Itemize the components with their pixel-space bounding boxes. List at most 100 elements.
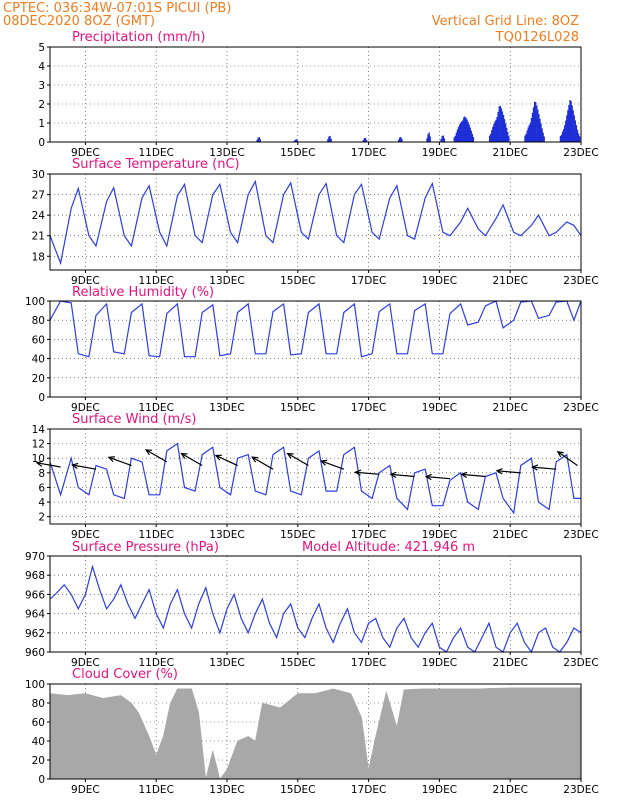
wind-vector-shaft: [532, 466, 557, 470]
y-tick-label: 10: [32, 453, 45, 465]
x-tick-label: 13DEC: [209, 657, 244, 669]
precip-bar: [329, 135, 331, 142]
y-tick-label: 4: [38, 61, 45, 73]
x-tick-label: 9DEC: [71, 529, 100, 541]
x-tick-label: 21DEC: [492, 402, 527, 414]
x-tick-label: 15DEC: [280, 529, 315, 541]
panel-humidity: Relative Humidity (%) 0 20 40 60 80 100 9DEC 11…: [25, 285, 599, 414]
y-tick-label: 100: [25, 679, 45, 691]
plot-frame: [49, 428, 582, 525]
precip-bar: [293, 140, 295, 142]
model-altitude-label: Model Altitude: 421.946 m: [302, 540, 475, 555]
x-tick-label: 11DEC: [138, 147, 173, 159]
wind-vector-head: [214, 454, 222, 461]
x-tick-label: 17DEC: [351, 784, 386, 796]
wind-vector-head: [424, 473, 432, 481]
precip-bar: [503, 119, 506, 142]
x-tick-label: 9DEC: [71, 657, 100, 669]
station-label: CPTEC: 036:34W-07:01S PICUI (PB): [3, 1, 231, 16]
panel-title: Surface Pressure (hPa): [72, 540, 219, 555]
x-tick-label: 15DEC: [280, 275, 315, 287]
precip-bar: [577, 133, 580, 142]
wind-vector-shaft: [390, 473, 415, 478]
y-tick-label: 5: [38, 42, 45, 54]
precip-bar: [462, 120, 464, 142]
precip-bar: [528, 124, 531, 142]
x-tick-label: 19DEC: [422, 275, 457, 287]
series-line: [49, 300, 582, 358]
wind-vector-arrow: [251, 456, 274, 470]
y-tick-label: 966: [25, 589, 45, 601]
wind-vector-shaft: [215, 454, 238, 467]
precip-bar: [529, 122, 532, 142]
wind-vector-shaft: [496, 470, 521, 474]
wind-vector-head: [286, 452, 294, 459]
x-tick-label: 19DEC: [422, 657, 457, 669]
wind-vector-head: [460, 471, 468, 478]
y-tick-label: 60: [32, 717, 45, 729]
precip-bar: [469, 127, 471, 142]
precip-bar: [543, 136, 545, 142]
x-tick-label: 9DEC: [71, 275, 100, 287]
precip-bar: [330, 138, 332, 142]
wind-vector-arrow: [71, 462, 97, 470]
precip-bar: [493, 123, 495, 142]
wind-vector-arrow: [530, 464, 557, 471]
x-tick-label: 23DEC: [563, 147, 598, 159]
precip-bar: [454, 135, 457, 142]
y-tick-label: 6: [38, 482, 45, 494]
precip-bar: [569, 100, 571, 142]
precip-bar: [467, 121, 469, 142]
precip-bar: [564, 125, 566, 142]
precip-bar: [508, 136, 510, 142]
wind-vector-arrow: [144, 449, 168, 463]
wind-vector-shaft: [426, 476, 451, 480]
wind-vector-shaft: [355, 471, 380, 475]
precip-bar: [428, 132, 430, 142]
x-tick-label: 23DEC: [563, 275, 598, 287]
y-tick-label: 8: [38, 468, 45, 480]
wind-vector-head: [35, 460, 43, 467]
x-tick-label: 11DEC: [138, 784, 173, 796]
x-tick-label: 23DEC: [563, 657, 598, 669]
y-tick-label: 0: [38, 392, 45, 404]
precip-bar: [507, 132, 509, 142]
plot-frame: [49, 683, 582, 780]
x-tick-label: 11DEC: [138, 275, 173, 287]
panel-title: Surface Temperature (nC): [72, 157, 240, 172]
precip-bar: [257, 137, 259, 142]
wind-vector-arrow: [286, 452, 309, 467]
precip-bar: [463, 117, 465, 142]
x-tick-label: 17DEC: [351, 657, 386, 669]
x-tick-label: 19DEC: [422, 529, 457, 541]
x-tick-label: 11DEC: [138, 657, 173, 669]
wind-vector-head: [144, 449, 153, 456]
x-tick-label: 21DEC: [492, 657, 527, 669]
y-tick-label: 40: [32, 354, 45, 366]
y-tick-label: 30: [32, 169, 45, 181]
precip-bar: [565, 120, 567, 142]
precip-bar: [526, 130, 528, 142]
precip-bar: [559, 135, 562, 142]
precip-bar: [427, 134, 429, 142]
precip-bar: [456, 129, 459, 142]
wind-vector-arrow: [180, 452, 203, 467]
wind-vector-head: [530, 464, 539, 471]
precip-bar: [400, 136, 402, 142]
y-tick-label: 964: [25, 609, 45, 621]
y-tick-label: 960: [25, 647, 45, 659]
wind-vector-shaft: [321, 460, 345, 470]
wind-vector-head: [319, 459, 328, 466]
wind-vector-head: [353, 469, 362, 476]
precip-bar: [530, 118, 533, 142]
x-tick-label: 19DEC: [422, 784, 457, 796]
wind-vector-shaft: [461, 473, 486, 478]
y-tick-label: 18: [32, 251, 45, 263]
y-tick-label: 27: [32, 190, 45, 202]
x-tick-label: 15DEC: [280, 657, 315, 669]
wind-vector-arrow: [556, 450, 578, 467]
precip-bar: [532, 107, 535, 142]
y-tick-label: 20: [32, 373, 45, 385]
precip-bar: [538, 114, 540, 142]
precip-bar: [258, 137, 260, 142]
